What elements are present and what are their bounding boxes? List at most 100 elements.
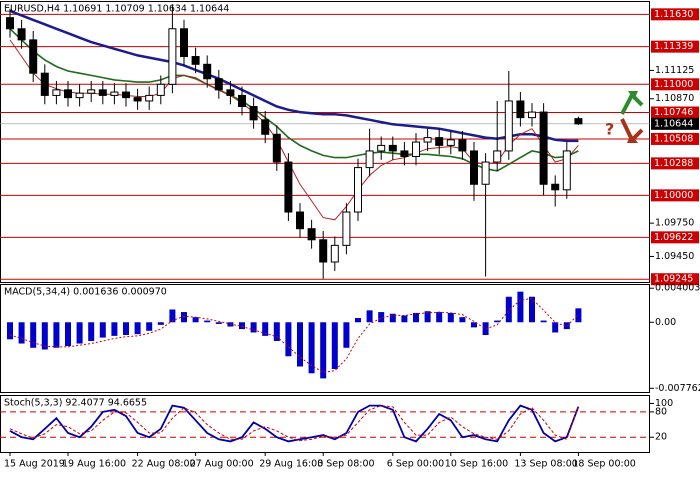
level-label: 1.09622 (654, 232, 693, 243)
macd-bar (355, 318, 361, 323)
candle-body (388, 144, 397, 152)
macd-bar (111, 322, 118, 336)
candle-body (64, 89, 72, 99)
level-label-box (651, 132, 699, 145)
macd-bar (76, 322, 83, 344)
macd-bar (413, 312, 419, 323)
y-tick-label: 1.11125 (655, 65, 694, 76)
level-label: 1.10508 (654, 133, 693, 144)
macd-bar (482, 322, 489, 336)
candle-body (284, 161, 293, 213)
panel-frame (0, 395, 650, 453)
macd-bar (563, 322, 570, 330)
candle-body (145, 94, 154, 102)
macd-bar (239, 322, 245, 330)
y-tick-label: 100 (655, 398, 673, 409)
macd-bar (366, 310, 373, 323)
moving-average (9, 9, 579, 143)
candle-body (40, 72, 49, 96)
macd-bar (41, 322, 48, 350)
level-label: 1.11339 (654, 41, 693, 52)
y-tick-label: 1.09450 (655, 251, 694, 262)
macd-bar (297, 322, 303, 367)
y-tick-label: -0.007762 (655, 383, 700, 394)
macd-bar (30, 322, 37, 348)
level-label: 1.10746 (654, 107, 693, 118)
candle-body (330, 244, 339, 263)
level-label: 1.11630 (654, 9, 693, 20)
macd-bar (215, 322, 222, 324)
x-tick-label: 15 Aug 2019 (4, 459, 65, 470)
macd-bar (273, 322, 280, 341)
macd-bar (181, 312, 187, 323)
candle-body (319, 239, 328, 263)
candle-body (156, 83, 165, 96)
macd-bar (157, 322, 164, 325)
macd-bar (204, 320, 211, 323)
macd-bar (575, 308, 582, 323)
x-tick-label: 19 Aug 16:00 (62, 459, 126, 470)
x-tick-label: 3 Sep 08:00 (317, 459, 374, 470)
x-tick-label: 29 Aug 16:00 (259, 459, 323, 470)
candle-body (238, 94, 246, 108)
macd-bar (134, 322, 141, 335)
candle-body (470, 150, 478, 185)
candle-body (365, 150, 374, 169)
candle-body (551, 183, 560, 191)
macd-bar (88, 322, 95, 341)
macd-bar (7, 322, 13, 340)
macd-bar (505, 296, 512, 323)
up-arrow-head (628, 91, 638, 100)
x-tick-label: 18 Sep 00:00 (572, 459, 635, 470)
y-tick-label: 1.09750 (655, 218, 694, 229)
candle-body (6, 17, 14, 30)
macd-bar (262, 322, 269, 336)
candle-body (516, 100, 525, 119)
candle-body (539, 111, 548, 185)
candle-body (87, 89, 96, 94)
x-tick-label: 13 Sep 08:00 (514, 459, 577, 470)
macd-bar (552, 322, 559, 333)
level-label-box (651, 106, 699, 119)
level-label-box (651, 231, 699, 244)
macd-bar (123, 322, 129, 336)
candle-body (423, 137, 432, 143)
candle-body (435, 137, 444, 146)
level-label: 1.10000 (654, 190, 693, 201)
signal-arrows: ? (605, 91, 644, 144)
candle-body (52, 89, 61, 96)
question-mark: ? (605, 120, 614, 139)
macd-bar (459, 317, 466, 323)
stoch-line (9, 404, 580, 443)
panel-frame (0, 1, 650, 283)
candle-body (528, 111, 536, 119)
candle-body (342, 211, 351, 246)
macd-bar (494, 320, 501, 323)
candle-body (400, 150, 409, 157)
macd-bar (471, 322, 477, 328)
macd-bar (529, 296, 535, 323)
candle-body (504, 100, 513, 152)
macd-bar (378, 312, 385, 323)
level-label-box (651, 189, 699, 202)
candle-body (168, 28, 177, 85)
macd-bar (169, 309, 176, 323)
level-label-box (651, 40, 699, 53)
level-label-box (651, 157, 699, 170)
candle-body (249, 106, 258, 121)
macd-bar (250, 322, 257, 333)
candle-body (296, 211, 304, 230)
y-tick-label: 0.00 (655, 317, 676, 328)
candle-body (354, 167, 362, 213)
candle-body (191, 56, 200, 65)
macd-bar (540, 320, 547, 323)
y-tick-label: 80 (655, 406, 667, 417)
macd-bar (192, 317, 199, 323)
level-label-box (651, 8, 699, 21)
panel-title: MACD(5,34,4) 0.001636 0.000970 (4, 287, 167, 298)
level-label-box (651, 273, 699, 286)
candle-body (75, 92, 84, 99)
candle-body (377, 144, 386, 152)
candle-body (17, 28, 26, 41)
